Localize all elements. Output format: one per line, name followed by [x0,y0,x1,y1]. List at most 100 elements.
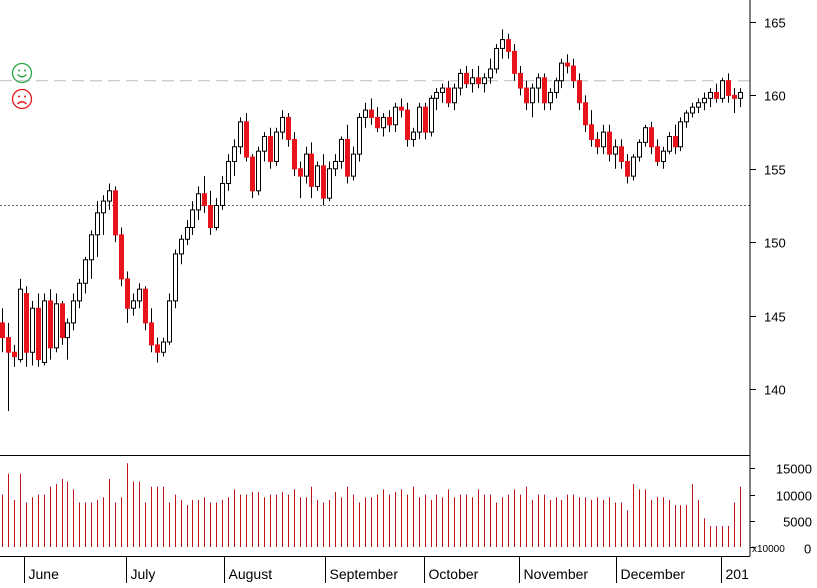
candle [643,124,648,147]
candle [405,102,410,147]
candle [137,283,142,309]
candle-body [36,307,41,361]
candle-body [315,165,320,187]
candle-body [298,168,303,177]
candle-body [179,238,184,255]
candle-body [678,121,683,148]
candle-body [190,209,195,229]
candle [661,146,666,169]
candle [440,83,445,103]
candle [179,234,184,265]
candle [589,110,594,147]
candle-body [500,39,505,49]
candle-body [661,150,666,162]
candle [726,73,731,103]
candle [167,293,172,345]
candle [548,88,553,111]
candle-body [286,116,291,140]
candle-body [226,160,231,184]
candle-body [30,307,35,353]
candle [393,102,398,133]
candle [262,132,267,162]
candle [387,110,392,133]
candle-body [530,87,535,104]
candle [673,124,678,155]
candle-body [429,97,434,133]
candle [339,136,344,169]
candle [125,271,130,323]
candle [363,102,368,128]
candle-body [333,160,338,170]
price-tick-label: 145 [764,310,786,325]
candle-body [238,121,243,148]
candle [667,132,672,155]
month-label: October [429,566,479,582]
candle [512,44,517,81]
candle-body [607,131,612,155]
chart-frame [0,0,751,557]
candle-body [399,106,404,111]
happy-face-icon [11,62,33,84]
candle-body [506,39,511,52]
candle-body [155,344,160,353]
candle-body [268,136,273,162]
candle [530,83,535,118]
candle [185,220,190,246]
candle [357,113,362,162]
candle-body [643,127,648,143]
candle-body [113,190,118,236]
price-tick-label: 160 [764,89,786,104]
candle-body [244,121,249,158]
candle [226,154,231,191]
candle [506,33,511,59]
candle-body [577,80,582,104]
candle-body [131,300,136,309]
candle [714,83,719,103]
candle [48,289,53,360]
candle-body [280,116,285,133]
candle [196,186,201,221]
candle [446,80,451,108]
candle-body [250,156,255,192]
candle-body [173,253,178,302]
candle [12,344,17,367]
candle-body [393,106,398,126]
candle-body [196,193,201,211]
candle [113,186,118,243]
candle-body [440,87,445,93]
candle [429,95,434,137]
candle-body [42,300,47,364]
candle-body [470,77,475,85]
candle [690,102,695,118]
candle-body [601,131,606,148]
candle [536,73,541,103]
candle-body [524,87,529,104]
candle-body [24,293,29,353]
candle [738,88,743,108]
month-label: June [29,566,60,582]
candle [220,176,225,210]
candle-body [6,337,11,353]
candle [309,142,314,199]
candle-body [637,141,642,158]
month-label: 201 [726,566,750,582]
candle-body [256,150,261,192]
candle-body [405,109,410,140]
candle [36,293,41,367]
candle [190,201,195,235]
volume-series [2,463,741,547]
candle-body [625,160,630,177]
candle [214,198,219,231]
candle [649,121,654,155]
month-label: July [131,566,156,582]
volume-tick-label: 15000 [776,462,812,477]
month-label: November [524,566,589,582]
candle [452,83,457,111]
candle [554,77,559,99]
candle-body [65,322,70,339]
candle-body [446,87,451,104]
candle-body [673,136,678,148]
candle [434,88,439,111]
candle-body [589,124,594,140]
candle-body [369,109,374,118]
